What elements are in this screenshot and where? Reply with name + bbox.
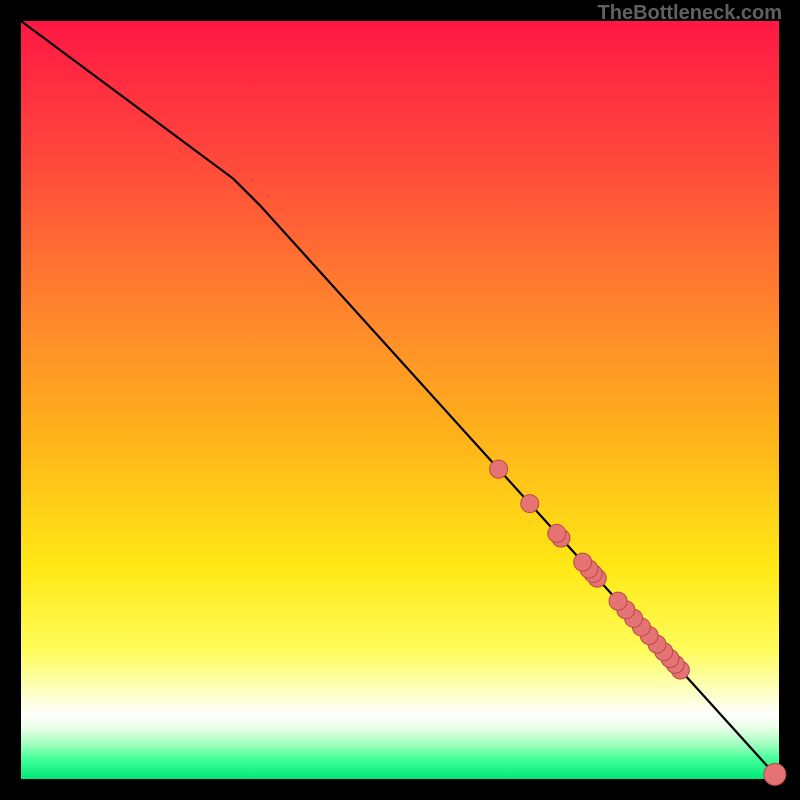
data-marker	[764, 763, 786, 785]
data-marker	[490, 460, 508, 478]
chart-container: TheBottleneck.com	[0, 0, 800, 800]
data-marker	[548, 524, 566, 542]
data-marker	[574, 553, 592, 571]
bottleneck-chart	[0, 0, 800, 800]
data-marker	[521, 495, 539, 513]
watermark-text: TheBottleneck.com	[598, 2, 782, 25]
data-marker	[609, 592, 627, 610]
